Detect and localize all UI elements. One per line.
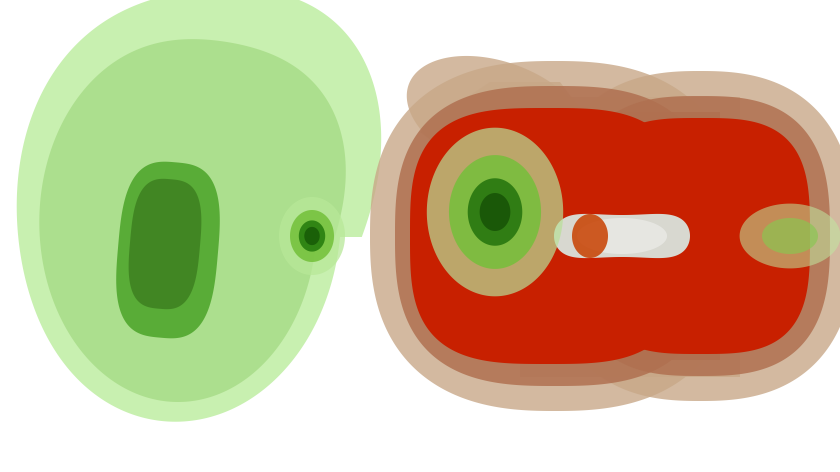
Polygon shape bbox=[520, 97, 740, 377]
Polygon shape bbox=[449, 155, 541, 269]
Polygon shape bbox=[577, 218, 667, 254]
Polygon shape bbox=[17, 0, 381, 421]
Polygon shape bbox=[427, 128, 563, 296]
Polygon shape bbox=[739, 203, 840, 269]
Polygon shape bbox=[554, 214, 690, 258]
Polygon shape bbox=[410, 108, 686, 364]
Polygon shape bbox=[548, 127, 715, 344]
Polygon shape bbox=[39, 39, 346, 402]
Polygon shape bbox=[762, 218, 818, 254]
Polygon shape bbox=[572, 214, 608, 258]
Polygon shape bbox=[299, 220, 325, 252]
Polygon shape bbox=[304, 227, 320, 245]
Polygon shape bbox=[370, 61, 740, 411]
Polygon shape bbox=[468, 178, 522, 246]
Polygon shape bbox=[590, 118, 810, 354]
Polygon shape bbox=[540, 112, 720, 360]
Polygon shape bbox=[407, 56, 589, 178]
Polygon shape bbox=[480, 193, 511, 231]
Polygon shape bbox=[420, 82, 590, 182]
Polygon shape bbox=[290, 210, 334, 262]
Polygon shape bbox=[570, 96, 830, 376]
Polygon shape bbox=[129, 179, 202, 309]
Polygon shape bbox=[545, 71, 840, 401]
Polygon shape bbox=[116, 162, 220, 338]
Polygon shape bbox=[279, 197, 345, 275]
Polygon shape bbox=[395, 86, 715, 386]
